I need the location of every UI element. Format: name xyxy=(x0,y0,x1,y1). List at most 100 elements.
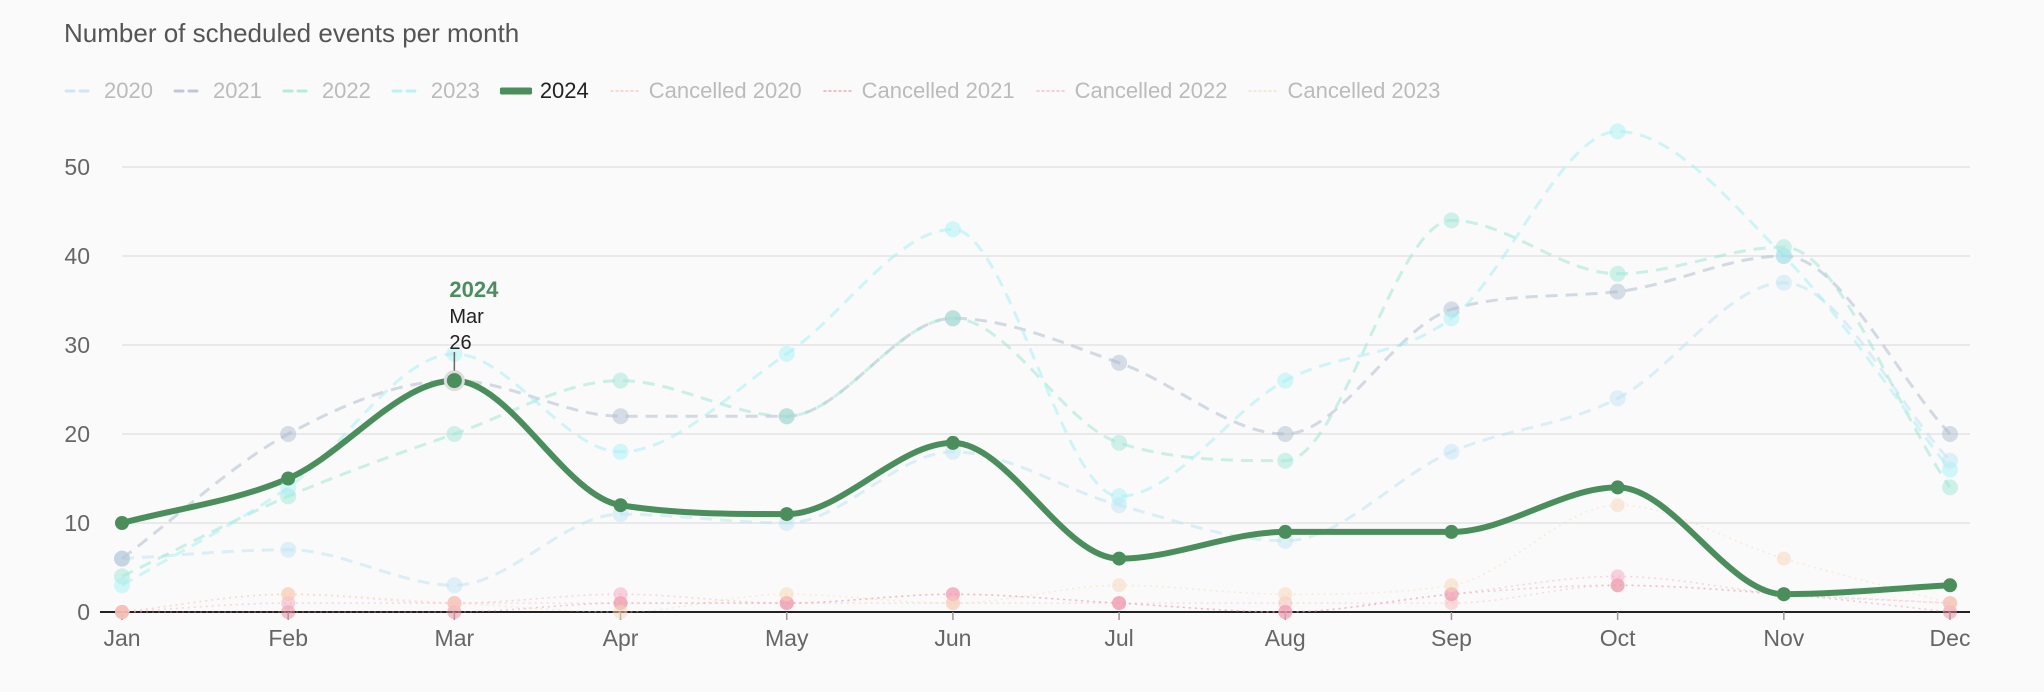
data-point-2021[interactable] xyxy=(1277,426,1294,442)
data-point-cancelled-2023[interactable] xyxy=(1278,587,1293,602)
legend-item-2022[interactable]: 2022 xyxy=(282,78,371,104)
data-point-2022[interactable] xyxy=(446,426,463,442)
legend-item-cancelled-2020[interactable]: Cancelled 2020 xyxy=(609,78,802,104)
legend-item-2020[interactable]: 2020 xyxy=(64,78,153,104)
legend-swatch xyxy=(499,87,532,95)
data-point-2021[interactable] xyxy=(1942,426,1958,442)
data-point-2022[interactable] xyxy=(778,408,795,425)
data-point-2024[interactable] xyxy=(945,435,960,450)
x-tick-label: Oct xyxy=(1600,625,1636,651)
hovered-point[interactable] xyxy=(443,370,465,392)
data-point-cancelled-2023[interactable] xyxy=(281,587,296,602)
data-point-2023[interactable] xyxy=(1277,372,1294,389)
data-point-2024[interactable] xyxy=(281,471,296,486)
data-point-2020[interactable] xyxy=(1775,274,1792,291)
data-point-2024[interactable] xyxy=(779,507,794,522)
data-point-2023[interactable] xyxy=(944,221,961,238)
points-layer xyxy=(114,123,1958,619)
legend-swatch xyxy=(282,89,314,93)
legend-swatch xyxy=(1248,90,1279,92)
data-point-2024[interactable] xyxy=(1112,551,1127,566)
data-point-cancelled-2023[interactable] xyxy=(1943,596,1957,611)
chart-title: Number of scheduled events per month xyxy=(64,18,520,48)
data-point-2023[interactable] xyxy=(1111,488,1128,505)
y-tick-label: 50 xyxy=(64,154,90,180)
legend-item-2023[interactable]: 2023 xyxy=(391,78,480,104)
legend-label: Cancelled 2022 xyxy=(1074,78,1228,103)
series-line-2021[interactable] xyxy=(121,254,1952,560)
x-tick-label: Mar xyxy=(435,625,475,651)
data-point-2021[interactable] xyxy=(1609,283,1626,300)
x-tick-label: Aug xyxy=(1265,625,1306,651)
data-point-2024[interactable] xyxy=(1610,480,1625,495)
data-point-2020[interactable] xyxy=(1443,443,1460,460)
data-point-2021[interactable] xyxy=(280,426,297,442)
x-tick-label: Dec xyxy=(1930,625,1971,651)
data-point-2024[interactable] xyxy=(1278,524,1293,539)
tooltip-layer: 2024 Mar 26 xyxy=(443,277,499,392)
data-point-cancelled-2023[interactable] xyxy=(1112,578,1127,593)
data-point-2024[interactable] xyxy=(613,498,628,513)
data-point-2021[interactable] xyxy=(114,550,130,567)
data-point-2022[interactable] xyxy=(612,372,629,389)
data-point-2022[interactable] xyxy=(1111,434,1128,451)
y-tick-label: 0 xyxy=(77,599,90,625)
legend-item-cancelled-2022[interactable]: Cancelled 2022 xyxy=(1035,78,1228,104)
series-line-2024[interactable] xyxy=(119,377,1953,598)
data-point-2022[interactable] xyxy=(1609,265,1626,282)
data-point-2023[interactable] xyxy=(1942,461,1958,478)
data-point-2021[interactable] xyxy=(1111,354,1128,371)
data-point-2021[interactable] xyxy=(612,408,629,425)
data-point-cancelled-2023[interactable] xyxy=(1776,551,1791,566)
data-point-2024[interactable] xyxy=(1444,524,1459,539)
axis-layer: 0 10 20 30 40 50 Jan Feb Mar Apr May Jun Jul Aug Sep Oc… xyxy=(64,154,1970,651)
legend: 2020 2021 2022 2023 2024 Cancelled 2020 Cancel… xyxy=(64,76,1460,106)
legend-item-cancelled-2021[interactable]: Cancelled 2021 xyxy=(822,78,1015,104)
data-point-cancelled-2022[interactable] xyxy=(613,587,628,602)
data-point-2023[interactable] xyxy=(612,443,629,460)
y-tick-label: 40 xyxy=(64,243,90,269)
data-point-cancelled-2023[interactable] xyxy=(447,596,462,611)
x-tick-label: May xyxy=(765,625,809,651)
data-point-2023[interactable] xyxy=(1609,123,1626,140)
legend-swatch xyxy=(610,90,640,92)
data-point-2024[interactable] xyxy=(1943,578,1957,593)
data-point-2020[interactable] xyxy=(280,541,297,558)
data-point-2022[interactable] xyxy=(944,310,961,327)
data-point-2023[interactable] xyxy=(778,345,795,362)
data-point-cancelled-2023[interactable] xyxy=(945,596,960,611)
data-point-2023[interactable] xyxy=(114,577,130,594)
data-point-cancelled-2023[interactable] xyxy=(1444,578,1459,593)
x-tick-label: Sep xyxy=(1431,625,1472,651)
legend-item-cancelled-2023[interactable]: Cancelled 2023 xyxy=(1247,78,1440,104)
x-tick-label: Jul xyxy=(1104,625,1133,651)
data-point-2023[interactable] xyxy=(1443,310,1460,327)
legend-item-2021[interactable]: 2021 xyxy=(173,78,262,104)
legend-label: Cancelled 2021 xyxy=(861,78,1015,103)
data-point-2022[interactable] xyxy=(1443,212,1460,229)
data-point-2023[interactable] xyxy=(1775,248,1792,264)
data-point-2024[interactable] xyxy=(1776,587,1791,602)
data-point-2022[interactable] xyxy=(1277,452,1294,469)
series-line-cancelled-2023[interactable] xyxy=(121,504,1951,613)
y-tick-label: 10 xyxy=(64,510,90,536)
legend-label: Cancelled 2020 xyxy=(648,78,802,103)
series-line-cancelled-2021[interactable] xyxy=(122,584,1951,613)
data-point-cancelled-2022[interactable] xyxy=(1278,605,1293,619)
y-tick-label: 30 xyxy=(64,332,90,358)
legend-item-2024[interactable]: 2024 xyxy=(499,78,589,104)
data-point-cancelled-2023[interactable] xyxy=(779,587,794,602)
series-line-cancelled-2020[interactable] xyxy=(121,584,1951,613)
data-point-cancelled-2022[interactable] xyxy=(1112,596,1127,611)
data-point-2024[interactable] xyxy=(115,516,129,530)
data-point-cancelled-2023[interactable] xyxy=(115,605,129,619)
data-point-cancelled-2022[interactable] xyxy=(1610,569,1625,584)
series-line-2020[interactable] xyxy=(121,281,1952,587)
legend-label: 2022 xyxy=(321,78,371,103)
data-point-2020[interactable] xyxy=(446,577,463,594)
series-line-cancelled-2022[interactable] xyxy=(121,575,1951,613)
data-point-2022[interactable] xyxy=(1942,479,1958,496)
data-point-2020[interactable] xyxy=(1609,390,1626,407)
data-point-cancelled-2023[interactable] xyxy=(613,605,628,619)
data-point-cancelled-2023[interactable] xyxy=(1610,498,1625,513)
